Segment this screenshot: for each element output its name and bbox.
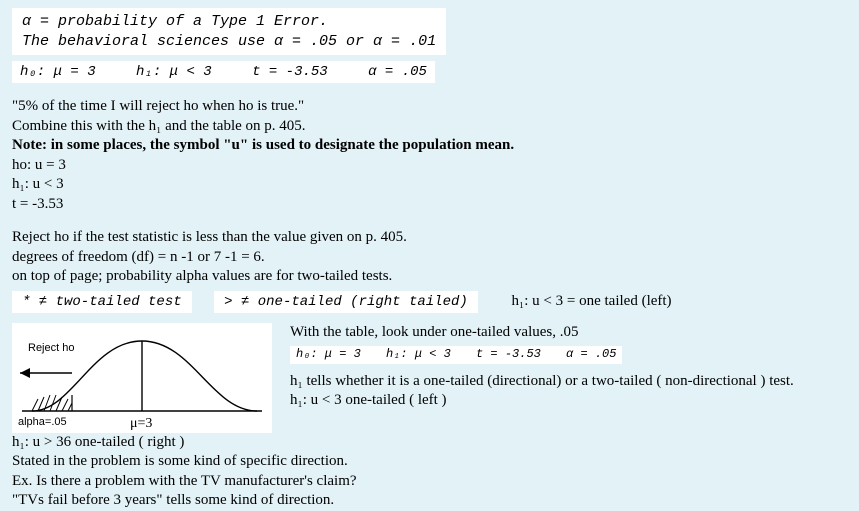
b2-l3: on top of page; probability alpha values… bbox=[12, 267, 847, 287]
header-line2: The behavioral sciences use α = .05 or α… bbox=[22, 32, 436, 52]
sh-h0: h₀: μ = 3 bbox=[296, 347, 361, 361]
two-tailed-def: * ≠ two-tailed test bbox=[12, 291, 192, 313]
bot-l2: Stated in the problem is some kind of sp… bbox=[12, 452, 847, 472]
r-l2: h₁ tells whether it is a one-tailed (dir… bbox=[290, 372, 847, 392]
one-tailed-def: > ≠ one-tailed (right tailed) bbox=[214, 291, 478, 313]
b1-l2: Combine this with the h₁ and the table o… bbox=[12, 117, 847, 137]
graph-and-text-row: Reject ho alpha=.05 μ=3 With the table, … bbox=[12, 323, 847, 433]
h1: h₁: μ < 3 bbox=[136, 64, 212, 80]
small-hypo-row: h₀: μ = 3 h₁: μ < 3 t = -3.53 α = .05 bbox=[290, 346, 622, 364]
b1-l1: "5% of the time I will reject ho when ho… bbox=[12, 97, 847, 117]
b1-l4: h₁: u < 3 bbox=[12, 175, 847, 195]
tail-row: * ≠ two-tailed test > ≠ one-tailed (righ… bbox=[12, 287, 847, 317]
b2-l2: degrees of freedom (df) = n -1 or 7 -1 =… bbox=[12, 248, 847, 268]
right-of-graph-text: With the table, look under one-tailed va… bbox=[290, 323, 847, 411]
r-l3: h₁: u < 3 one-tailed ( left ) bbox=[290, 391, 847, 411]
b1-l5: t = -3.53 bbox=[12, 195, 847, 215]
h0: h₀: μ = 3 bbox=[20, 64, 96, 80]
b2-l1: Reject ho if the test statistic is less … bbox=[12, 228, 847, 248]
reject-ho-label: Reject ho bbox=[28, 341, 74, 355]
explanation-block-1: "5% of the time I will reject ho when ho… bbox=[12, 97, 847, 214]
bell-curve-graph: Reject ho alpha=.05 μ=3 bbox=[12, 323, 272, 433]
sh-h1: h₁: μ < 3 bbox=[386, 347, 451, 361]
sh-a: α = .05 bbox=[566, 347, 616, 361]
hypothesis-row: h₀: μ = 3 h₁: μ < 3 t = -3.53 α = .05 bbox=[12, 61, 435, 83]
t-stat: t = -3.53 bbox=[252, 64, 328, 80]
header-line1: α = probability of a Type 1 Error. bbox=[22, 12, 436, 32]
alpha-label: alpha=.05 bbox=[18, 415, 67, 429]
bot-l1: h₁: u > 36 one-tailed ( right ) bbox=[12, 433, 847, 453]
bottom-block: h₁: u > 36 one-tailed ( right ) Stated i… bbox=[12, 433, 847, 511]
bot-l4: "TVs fail before 3 years" tells some kin… bbox=[12, 491, 847, 511]
b1-l3: ho: u = 3 bbox=[12, 156, 847, 176]
mu-label: μ=3 bbox=[130, 415, 152, 433]
bot-l3: Ex. Is there a problem with the TV manuf… bbox=[12, 472, 847, 492]
r-l1: With the table, look under one-tailed va… bbox=[290, 323, 847, 343]
b1-note: Note: in some places, the symbol "u" is … bbox=[12, 136, 847, 156]
alpha: α = .05 bbox=[368, 64, 427, 80]
formula-box-header: α = probability of a Type 1 Error. The b… bbox=[12, 8, 446, 55]
explanation-block-2: Reject ho if the test statistic is less … bbox=[12, 228, 847, 287]
sh-t: t = -3.53 bbox=[476, 347, 541, 361]
tail-note: h₁: u < 3 = one tailed (left) bbox=[512, 292, 672, 312]
